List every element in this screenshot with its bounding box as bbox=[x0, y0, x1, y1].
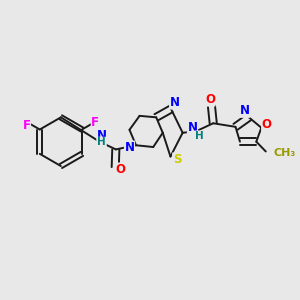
Text: F: F bbox=[91, 116, 99, 129]
Text: S: S bbox=[173, 153, 181, 166]
Text: H: H bbox=[98, 137, 106, 147]
Text: N: N bbox=[124, 141, 134, 154]
Text: N: N bbox=[97, 129, 107, 142]
Text: H: H bbox=[195, 131, 203, 141]
Text: N: N bbox=[188, 121, 197, 134]
Text: N: N bbox=[240, 104, 250, 117]
Text: O: O bbox=[205, 93, 215, 106]
Text: CH₃: CH₃ bbox=[273, 148, 296, 158]
Text: F: F bbox=[22, 119, 31, 132]
Text: O: O bbox=[262, 118, 272, 131]
Text: O: O bbox=[116, 163, 126, 176]
Text: N: N bbox=[169, 96, 180, 109]
